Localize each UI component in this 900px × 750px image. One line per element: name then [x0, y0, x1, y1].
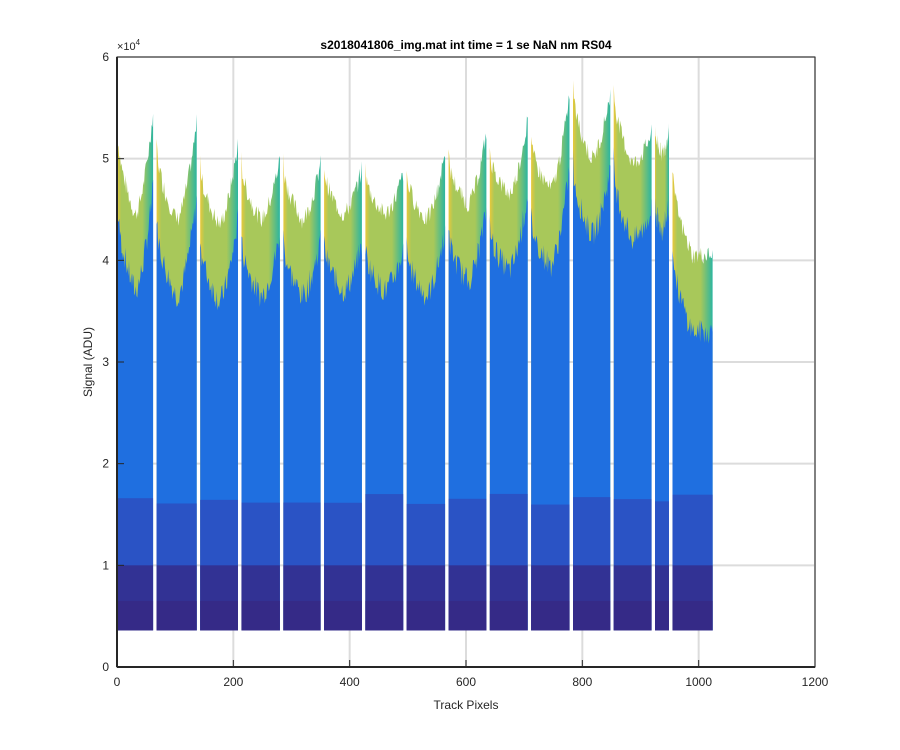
y-tick-label: 4 [102, 253, 109, 267]
data-segment [156, 114, 197, 631]
base-band [283, 600, 321, 631]
y-axis-exponent-power: 4 [136, 38, 141, 47]
data-segment [324, 161, 362, 631]
y-tick-label: 6 [102, 50, 109, 64]
y-tick-label: 3 [102, 355, 109, 369]
data-segment [672, 172, 713, 631]
data-segment [448, 133, 487, 631]
x-tick-label: 1200 [802, 675, 829, 689]
base-band [406, 600, 446, 631]
y-tick-label: 1 [102, 558, 109, 572]
data-layer [117, 80, 713, 631]
base-band [489, 600, 528, 631]
base-band [200, 600, 238, 631]
base-band [324, 600, 362, 631]
base-band [365, 600, 404, 631]
base-band [573, 600, 611, 631]
y-tick-label: 5 [102, 152, 109, 166]
data-segment [117, 113, 154, 631]
data-segment [200, 138, 238, 631]
data-segment [283, 153, 321, 631]
base-band [241, 600, 280, 631]
x-tick-label: 0 [114, 675, 121, 689]
x-tick-label: 200 [223, 675, 243, 689]
base-band [117, 600, 154, 631]
y-tick-label: 0 [102, 660, 109, 674]
x-tick-label: 800 [572, 675, 592, 689]
base-band [156, 600, 197, 631]
base-band [655, 600, 670, 631]
data-segment [531, 95, 570, 631]
data-segment [613, 85, 652, 631]
base-band [672, 600, 713, 631]
data-segment [406, 155, 446, 631]
x-tick-label: 600 [456, 675, 476, 689]
y-axis-label: Signal (ADU) [81, 327, 95, 397]
y-tick-label: 2 [102, 457, 109, 471]
base-band [448, 600, 487, 631]
x-axis-label: Track Pixels [434, 698, 499, 712]
data-segment [655, 123, 670, 631]
y-axis-exponent: ×104 [117, 38, 141, 53]
data-segment [241, 152, 280, 631]
x-tick-label: 400 [340, 675, 360, 689]
base-band [613, 600, 652, 631]
x-tick-label: 1000 [685, 675, 712, 689]
data-segment [573, 80, 611, 631]
axes: 0 200 400 600 800 1000 1200 0 1 2 3 4 5 6 [102, 50, 828, 689]
base-band [531, 600, 570, 631]
data-segment [489, 116, 528, 631]
data-segment [365, 163, 404, 631]
chart-title: s2018041806_img.mat int time = 1 se NaN … [320, 38, 611, 52]
y-axis-exponent-base: ×10 [117, 41, 136, 53]
